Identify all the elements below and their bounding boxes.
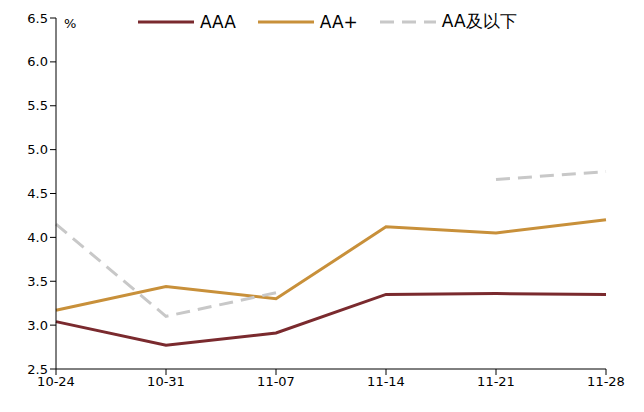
- svg-text:5.5: 5.5: [27, 98, 48, 113]
- svg-text:11-07: 11-07: [257, 374, 295, 389]
- svg-text:4.5: 4.5: [27, 186, 48, 201]
- svg-text:5.0: 5.0: [27, 142, 48, 157]
- svg-text:10-31: 10-31: [147, 374, 185, 389]
- svg-text:11-14: 11-14: [367, 374, 405, 389]
- html-text:AA+: AA+: [319, 11, 358, 32]
- svg-text:3.5: 3.5: [27, 274, 48, 289]
- html-text:AA及以下: AA及以下: [441, 11, 517, 31]
- svg-text:11-28: 11-28: [587, 374, 625, 389]
- html-text:AAA: AAA: [200, 11, 236, 32]
- svg-text:6.0: 6.0: [27, 54, 48, 69]
- svg-text:11-21: 11-21: [477, 374, 515, 389]
- svg-text:6.5: 6.5: [27, 11, 48, 26]
- svg-text:3.0: 3.0: [27, 318, 48, 333]
- svg-text:10-24: 10-24: [37, 374, 75, 390]
- svg-text:2.5: 2.5: [27, 362, 48, 377]
- svg-text:4.0: 4.0: [27, 230, 48, 245]
